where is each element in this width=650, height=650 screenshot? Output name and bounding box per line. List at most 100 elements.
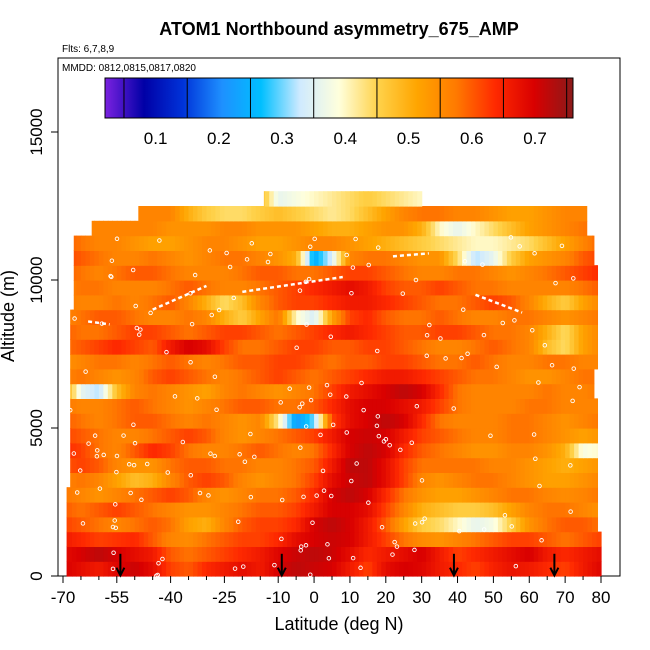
heatmap-cell: [596, 546, 602, 562]
heatmap-cell: [107, 309, 113, 325]
heatmap-cell: [426, 502, 432, 518]
heatmap-cell: [179, 324, 185, 340]
heatmap-cell: [112, 413, 118, 429]
heatmap-cell: [372, 428, 378, 444]
heatmap-cell: [363, 472, 369, 488]
heatmap-cell: [412, 294, 418, 311]
heatmap-cell: [134, 502, 140, 518]
heatmap-cell: [578, 265, 584, 281]
heatmap-cell: [417, 220, 423, 237]
heatmap-cell: [533, 383, 539, 399]
heatmap-cell: [237, 324, 243, 340]
heatmap-cell: [511, 398, 517, 414]
heatmap-cell: [184, 294, 190, 311]
heatmap-cell: [354, 280, 360, 296]
heatmap-cell: [179, 398, 185, 414]
heatmap-cell: [184, 531, 190, 547]
heatmap-cell: [116, 487, 122, 503]
heatmap-cell: [323, 191, 329, 207]
heatmap-cell: [417, 472, 423, 488]
heatmap-cell: [327, 502, 333, 518]
heatmap-cell: [139, 324, 145, 340]
heatmap-cell: [76, 383, 82, 399]
heatmap-cell: [233, 561, 239, 577]
heatmap-cell: [246, 294, 252, 311]
heatmap-cell: [237, 265, 243, 281]
heatmap-cell: [273, 472, 279, 488]
heatmap-cell: [125, 428, 131, 444]
heatmap-cell: [349, 428, 356, 444]
heatmap-cell: [515, 487, 521, 503]
heatmap-cell: [94, 280, 100, 296]
heatmap-cell: [260, 339, 266, 355]
heatmap-cell: [453, 235, 459, 251]
heatmap-cell: [201, 220, 208, 237]
heatmap-cell: [502, 472, 508, 488]
heatmap-cell: [363, 457, 369, 473]
heatmap-cell: [318, 368, 324, 385]
heatmap-cell: [210, 413, 217, 429]
heatmap-cell: [166, 398, 172, 414]
heatmap-cell: [551, 516, 557, 533]
heatmap-cell: [596, 472, 599, 488]
heatmap-cell: [529, 354, 535, 370]
heatmap-cell: [412, 309, 418, 325]
heatmap-cell: [417, 250, 423, 266]
y-tick-label: 0: [27, 571, 46, 580]
heatmap-cell: [66, 531, 69, 547]
heatmap-cell: [466, 442, 472, 459]
heatmap-cell: [143, 250, 149, 266]
heatmap-cell: [430, 354, 436, 370]
heatmap-cell: [76, 531, 82, 547]
heatmap-cell: [587, 428, 593, 444]
heatmap-cell: [98, 354, 104, 370]
heatmap-cell: [269, 472, 275, 488]
heatmap-cell: [399, 428, 405, 444]
heatmap-cell: [273, 546, 279, 562]
heatmap-cell: [363, 354, 369, 370]
heatmap-cell: [269, 368, 275, 385]
heatmap-cell: [421, 398, 427, 414]
heatmap-cell: [139, 398, 145, 414]
heatmap-cell: [309, 265, 315, 281]
heatmap-cell: [439, 516, 445, 533]
heatmap-cell: [107, 413, 113, 429]
heatmap-cell: [121, 457, 127, 473]
heatmap-cell: [376, 531, 382, 547]
heatmap-cell: [381, 383, 387, 399]
heatmap-cell: [578, 354, 584, 370]
heatmap-cell: [197, 531, 203, 547]
heatmap-cell: [336, 354, 342, 370]
heatmap-cell: [565, 398, 571, 414]
heatmap-cell: [255, 294, 261, 311]
heatmap-cell: [242, 354, 248, 370]
heatmap-cell: [287, 220, 293, 237]
heatmap-cell: [148, 561, 154, 577]
heatmap-cell: [175, 324, 181, 340]
track-point: [412, 521, 418, 526]
heatmap-cell: [323, 428, 329, 444]
heatmap-cell: [574, 472, 580, 488]
heatmap-cell: [484, 294, 490, 311]
heatmap-cell: [246, 354, 252, 370]
heatmap-cell: [161, 428, 167, 444]
heatmap-cell: [408, 502, 414, 518]
heatmap-cell: [426, 457, 432, 473]
heatmap-cell: [453, 280, 459, 296]
heatmap-cell: [363, 235, 369, 251]
heatmap-cell: [412, 368, 418, 385]
heatmap-cell: [569, 206, 575, 222]
heatmap-cell: [103, 472, 109, 488]
heatmap-cell: [444, 235, 450, 251]
heatmap-cell: [417, 206, 423, 222]
heatmap-cell: [533, 398, 539, 414]
heatmap-cell: [219, 487, 225, 503]
heatmap-cell: [273, 280, 279, 296]
heatmap-cell: [574, 383, 580, 399]
heatmap-cell: [511, 531, 517, 547]
heatmap-cell: [421, 235, 427, 251]
heatmap-cell: [70, 339, 73, 355]
heatmap-cell: [470, 502, 477, 518]
track-point: [375, 348, 380, 354]
heatmap-cell: [300, 398, 306, 414]
